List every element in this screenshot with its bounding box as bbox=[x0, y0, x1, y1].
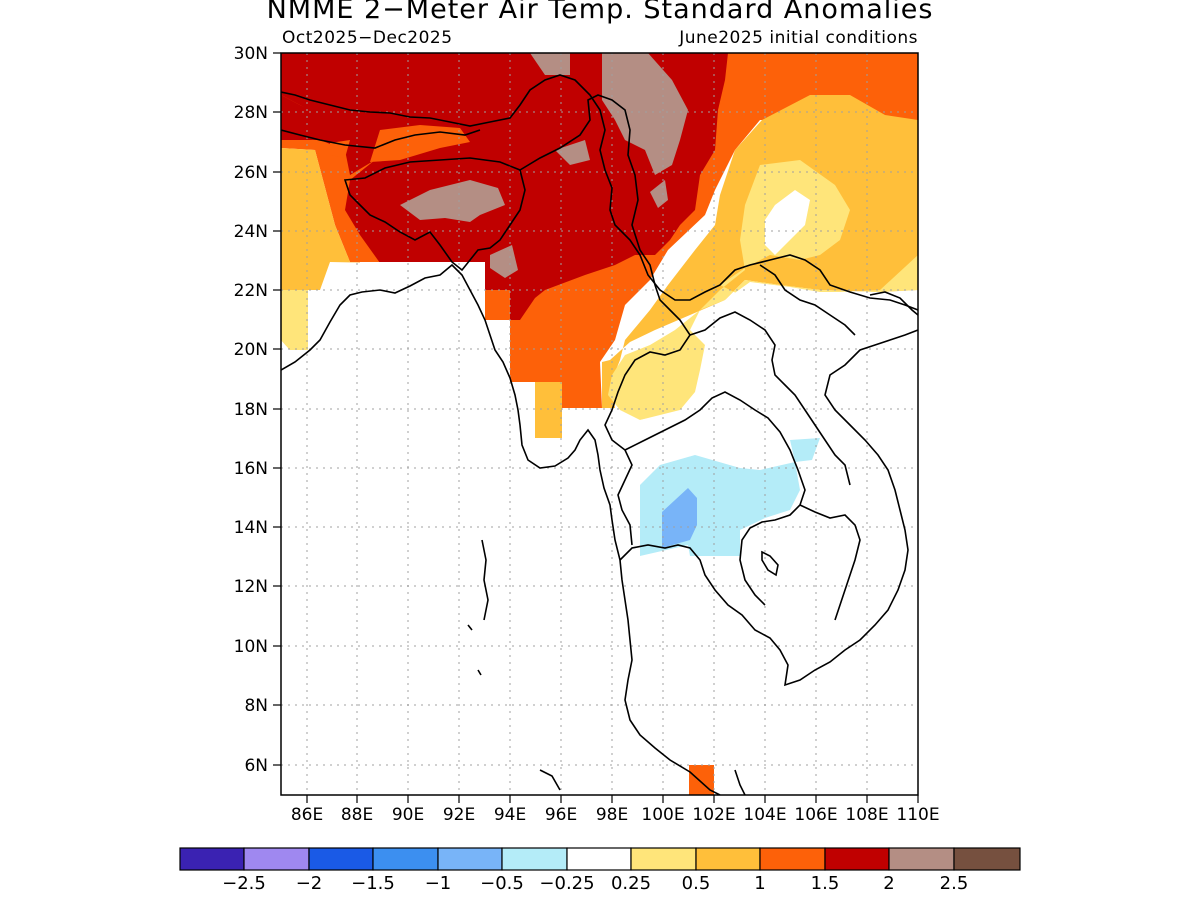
colorbar-swatch bbox=[824, 847, 890, 871]
border-laos bbox=[689, 311, 851, 486]
colorbar-swatch bbox=[566, 847, 632, 871]
lat-label: 30N bbox=[233, 44, 268, 64]
colorbar bbox=[179, 847, 1021, 871]
coastlines-and-borders bbox=[281, 74, 918, 795]
anomaly-region-brown bbox=[555, 140, 590, 165]
lon-label: 102E bbox=[692, 805, 736, 825]
lon-label: 98E bbox=[595, 805, 629, 825]
anomaly-region-brown bbox=[490, 245, 518, 278]
lat-label: 8N bbox=[244, 696, 268, 716]
lat-label: 20N bbox=[233, 340, 268, 360]
lat-label: 12N bbox=[233, 577, 268, 597]
initial-conditions: June2025 initial conditions bbox=[679, 28, 918, 48]
colorbar-label: −1 bbox=[424, 873, 452, 894]
colorbar-swatch bbox=[437, 847, 503, 871]
colorbar-label: 1 bbox=[754, 873, 766, 894]
lon-label: 92E bbox=[442, 805, 476, 825]
anomaly-region-blue bbox=[662, 488, 697, 548]
island-hainan bbox=[869, 291, 918, 316]
coastline-north bbox=[281, 74, 918, 311]
lon-label: 100E bbox=[641, 805, 685, 825]
anomaly-fields bbox=[281, 53, 918, 795]
lat-label: 28N bbox=[233, 103, 268, 123]
anomaly-region-neutral bbox=[281, 262, 918, 795]
colorbar-label: 2.5 bbox=[939, 873, 969, 894]
anomaly-region-neutral bbox=[765, 190, 810, 255]
border-thailand-cambodia bbox=[624, 391, 806, 606]
colorbar-label: −2.5 bbox=[222, 873, 266, 894]
island-andaman bbox=[467, 539, 489, 676]
lat-label: 10N bbox=[233, 637, 268, 657]
colorbar-swatch bbox=[759, 847, 826, 871]
colorbar-swatch bbox=[179, 847, 245, 871]
colorbar-swatch bbox=[372, 847, 439, 871]
lat-label: 24N bbox=[233, 222, 268, 242]
coastline-india-east bbox=[281, 263, 721, 795]
anomaly-region-light-orange bbox=[535, 382, 562, 438]
grid bbox=[281, 53, 918, 795]
lon-label: 96E bbox=[544, 805, 578, 825]
border-vietnam-north bbox=[759, 264, 856, 336]
colorbar-swatch bbox=[888, 847, 955, 871]
colorbar-swatch bbox=[501, 847, 568, 871]
border-cambodia-vietnam bbox=[799, 504, 861, 621]
anomaly-region-brown bbox=[400, 180, 505, 222]
border-bangladesh bbox=[343, 157, 526, 272]
colorbar-label: −0.5 bbox=[480, 873, 524, 894]
lake-tonle-sap bbox=[761, 550, 779, 577]
lat-label: 14N bbox=[233, 518, 268, 538]
lon-label: 90E bbox=[391, 805, 425, 825]
ticks bbox=[273, 52, 919, 803]
lon-label: 104E bbox=[743, 805, 787, 825]
colorbar-swatch bbox=[695, 847, 761, 871]
lat-label: 26N bbox=[233, 163, 268, 183]
colorbar-label: −0.25 bbox=[539, 873, 595, 894]
lon-label: 106E bbox=[794, 805, 838, 825]
colorbar-swatch bbox=[243, 847, 310, 871]
border-india-nepal bbox=[281, 129, 481, 149]
anomaly-region-orange bbox=[370, 125, 470, 162]
colorbar-label: −2 bbox=[295, 873, 323, 894]
lon-label: 86E bbox=[290, 805, 324, 825]
lon-label: 110E bbox=[896, 805, 940, 825]
coastline-thailand-gulf bbox=[619, 329, 918, 687]
lat-label: 18N bbox=[233, 400, 268, 420]
lon-label: 94E bbox=[493, 805, 527, 825]
colorbar-label: 1.5 bbox=[810, 873, 840, 894]
anomaly-region-yellow bbox=[281, 290, 308, 350]
map-title: NMME 2−Meter Air Temp. Standard Anomalie… bbox=[266, 0, 934, 25]
lat-label: 16N bbox=[233, 459, 268, 479]
anomaly-region-light-blue bbox=[790, 438, 820, 462]
lat-label: 6N bbox=[244, 756, 268, 776]
anomaly-region-brown bbox=[602, 53, 688, 175]
plot-frame bbox=[280, 52, 919, 796]
lon-label: 108E bbox=[845, 805, 889, 825]
colorbar-label: −1.5 bbox=[351, 873, 395, 894]
lon-label: 88E bbox=[340, 805, 374, 825]
colorbar-label: 2 bbox=[883, 873, 895, 894]
anomaly-region-dark-red bbox=[281, 95, 470, 175]
lat-label: 22N bbox=[233, 281, 268, 301]
colorbar-label: 0.25 bbox=[610, 873, 652, 894]
forecast-period: Oct2025−Dec2025 bbox=[282, 28, 453, 48]
colorbar-swatch bbox=[953, 847, 1021, 871]
colorbar-swatch bbox=[630, 847, 697, 871]
colorbar-swatch bbox=[308, 847, 374, 871]
coastline-malaysia bbox=[539, 769, 746, 795]
colorbar-label: 0.5 bbox=[681, 873, 711, 894]
anomaly-region-brown bbox=[530, 53, 570, 75]
